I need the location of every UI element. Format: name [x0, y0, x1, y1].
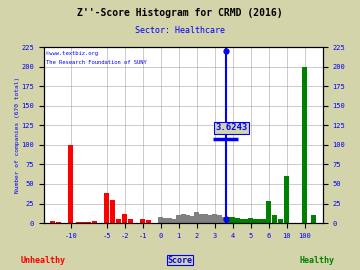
Bar [212, 214, 217, 223]
Bar [284, 176, 289, 223]
Bar [248, 218, 253, 223]
Bar [190, 216, 195, 223]
Bar [181, 214, 186, 223]
Bar [199, 214, 204, 223]
Y-axis label: Number of companies (670 total): Number of companies (670 total) [15, 77, 20, 193]
Bar [239, 219, 244, 223]
Bar [163, 218, 168, 223]
Text: Healthy: Healthy [299, 256, 334, 265]
Bar [244, 219, 249, 223]
Text: ©www.textbiz.org: ©www.textbiz.org [46, 51, 98, 56]
Bar [203, 214, 208, 223]
Bar [104, 193, 109, 223]
Bar [81, 221, 86, 223]
Bar [266, 201, 271, 223]
Text: Sector: Healthcare: Sector: Healthcare [135, 26, 225, 35]
Bar [257, 219, 262, 223]
Bar [122, 214, 127, 223]
Bar [230, 217, 235, 223]
Bar [76, 221, 81, 223]
Bar [68, 145, 73, 223]
Bar [110, 200, 115, 223]
Bar [217, 215, 222, 223]
Bar [86, 221, 91, 223]
Text: Unhealthy: Unhealthy [21, 256, 66, 265]
Bar [262, 219, 267, 223]
Bar [116, 219, 121, 223]
Bar [92, 221, 97, 223]
Bar [253, 219, 258, 223]
Text: Score: Score [167, 256, 193, 265]
Bar [208, 215, 213, 223]
Bar [311, 215, 316, 223]
Bar [194, 212, 199, 223]
Bar [140, 219, 145, 223]
Text: 3.6243: 3.6243 [215, 123, 247, 132]
Bar [226, 217, 231, 223]
Bar [56, 221, 61, 223]
Bar [221, 217, 226, 223]
Bar [128, 219, 133, 223]
Bar [272, 215, 277, 223]
Text: Z''-Score Histogram for CRMD (2016): Z''-Score Histogram for CRMD (2016) [77, 8, 283, 18]
Bar [50, 221, 55, 223]
Bar [302, 67, 307, 223]
Bar [278, 219, 283, 223]
Bar [176, 215, 181, 223]
Bar [235, 218, 240, 223]
Bar [158, 217, 163, 223]
Text: The Research Foundation of SUNY: The Research Foundation of SUNY [46, 60, 147, 66]
Bar [185, 215, 190, 223]
Bar [172, 219, 177, 223]
Bar [146, 220, 151, 223]
Bar [167, 218, 172, 223]
